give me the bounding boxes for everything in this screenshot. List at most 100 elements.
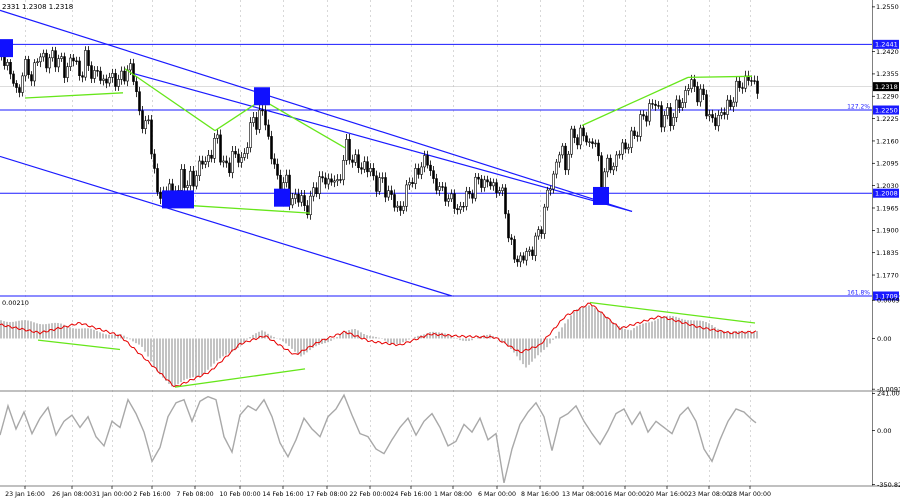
candle-body (717, 114, 720, 127)
candle-body (135, 81, 138, 93)
green-trendline[interactable] (687, 75, 753, 79)
time-tick-label: 2 Feb 16:00 (133, 491, 170, 498)
candle-body (45, 52, 48, 69)
green-trendline[interactable] (581, 76, 689, 127)
candle-body (699, 88, 702, 103)
candle-body (72, 57, 75, 62)
candle-body (33, 62, 36, 82)
signal-marker[interactable] (178, 190, 194, 209)
time-tick-label: 13 Mar 08:00 (562, 491, 604, 498)
candle-body (543, 206, 546, 235)
candle-body (576, 137, 579, 146)
level-caption: 161.8% (847, 290, 870, 297)
candle-body (381, 177, 384, 179)
price-tick-label: 1.2030 (876, 182, 899, 190)
candle-body (198, 160, 201, 177)
price-tick-label: 1.1965 (876, 204, 899, 212)
momentum-line (0, 393, 757, 484)
candle-body (24, 59, 27, 77)
time-tick-label: 24 Feb 16:00 (390, 491, 431, 498)
candle-body (132, 63, 135, 82)
trend-channel-line[interactable] (0, 9, 633, 213)
macd-tick-label: 0.00691 (877, 297, 900, 305)
candle-body (54, 50, 57, 68)
green-trendline[interactable] (37, 339, 121, 351)
candle-body (39, 56, 42, 63)
time-axis: 23 Jan 16:00 26 Jan 08:00 31 Jan 00:00 2 Fe… (5, 486, 771, 498)
time-tick-label: 28 Mar 00:00 (729, 491, 771, 498)
candle-body (486, 179, 489, 183)
candle-body (435, 178, 438, 191)
candle-body (756, 80, 759, 94)
green-trendline[interactable] (174, 203, 311, 214)
signal-marker[interactable] (0, 39, 13, 58)
candle-body (234, 151, 237, 155)
price-tag-label: 1.2441 (875, 41, 898, 49)
candle-body (156, 168, 159, 193)
candle-body (399, 205, 402, 211)
trend-channel-line[interactable] (0, 155, 453, 297)
signal-marker[interactable] (593, 186, 609, 205)
candle-body (732, 101, 735, 107)
green-trendline[interactable] (589, 301, 756, 324)
candle-body (48, 57, 51, 69)
momentum-tick-label: -350.822 (877, 481, 900, 489)
candle-body (114, 73, 117, 87)
candle-body (9, 62, 12, 75)
candle-body (267, 124, 270, 137)
macd-value-label: 0.00210 (2, 299, 29, 307)
candle-body (561, 145, 564, 156)
candle-body (456, 208, 459, 211)
candle-body (441, 186, 444, 188)
candle-body (720, 112, 723, 116)
signal-marker[interactable] (162, 190, 178, 209)
macd-tick-label: -0.00917 (877, 385, 900, 393)
candle-body (429, 164, 432, 171)
price-tag (873, 188, 899, 198)
green-trendline[interactable] (174, 368, 306, 388)
candle-body (636, 135, 639, 137)
candle-body (27, 59, 30, 75)
price-tick-label: 1.2355 (876, 70, 899, 78)
candle-body (93, 70, 96, 79)
candle-body (78, 60, 81, 76)
candle-body (102, 78, 105, 81)
candle-body (555, 161, 558, 175)
candle-body (579, 127, 582, 146)
candle-body (315, 187, 318, 194)
signal-marker[interactable] (254, 87, 270, 106)
candle-body (213, 137, 216, 159)
candle-body (414, 168, 417, 184)
candle-body (327, 178, 330, 185)
level-caption: 127.2% (847, 104, 870, 111)
green-trendline[interactable] (124, 68, 216, 132)
candle-body (294, 193, 297, 199)
candle-body (252, 117, 255, 123)
time-tick-label: 20 Mar 16:00 (646, 491, 688, 498)
candle-body (264, 110, 267, 126)
candle-body (651, 103, 654, 105)
trend-channel-line[interactable] (134, 73, 633, 213)
candle-body (333, 180, 336, 183)
candle-body (501, 187, 504, 191)
candle-body (108, 77, 111, 84)
candle-body (141, 110, 144, 130)
candle-body (189, 170, 192, 186)
candle-body (420, 166, 423, 175)
green-trendline[interactable] (24, 92, 124, 99)
candle-body (684, 90, 687, 103)
green-trendline[interactable] (261, 99, 346, 149)
candle-body (69, 57, 72, 67)
candle-body (237, 153, 240, 163)
candle-body (339, 179, 342, 181)
candle-body (411, 182, 414, 184)
signal-marker[interactable] (274, 188, 290, 207)
candle-body (642, 114, 645, 117)
candle-body (591, 141, 594, 144)
candle-body (750, 80, 753, 82)
candle-body (408, 182, 411, 186)
candle-body (510, 237, 513, 240)
